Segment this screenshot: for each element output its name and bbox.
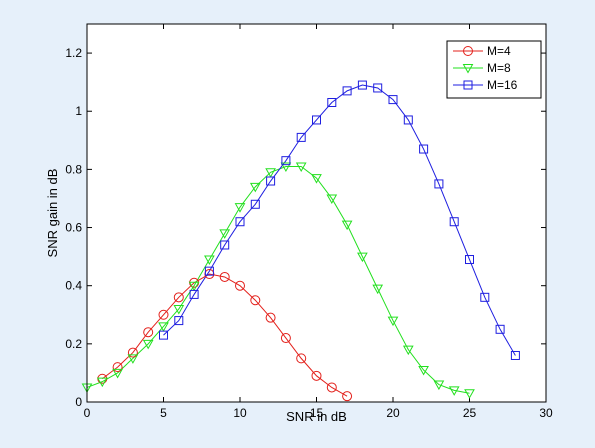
data-point-series-2 bbox=[158, 322, 169, 332]
data-point-series-1 bbox=[265, 312, 276, 323]
x-axis-label: SNR in dB bbox=[286, 409, 347, 424]
data-point-series-3 bbox=[296, 132, 306, 142]
y-axis-label: SNR gain in dB bbox=[45, 169, 60, 258]
data-point-series-2 bbox=[448, 386, 460, 396]
x-tick-label: 20 bbox=[386, 406, 400, 420]
data-point-series-2 bbox=[112, 368, 123, 379]
data-point-series-3 bbox=[342, 86, 352, 96]
axis-ticks: 0 5 10 15 20 25 30 0 0.2 0.4 0.6 0.8 1 1.2 bbox=[65, 24, 553, 420]
data-point-series-1 bbox=[127, 347, 138, 358]
data-point-series-3 bbox=[434, 179, 444, 189]
data-point-series-1 bbox=[219, 271, 230, 282]
data-point-series-2 bbox=[464, 389, 475, 399]
data-point-series-3 bbox=[220, 240, 230, 250]
y-tick-label: 0.8 bbox=[65, 162, 82, 176]
data-point-series-2 bbox=[234, 203, 246, 213]
data-point-series-3 bbox=[235, 217, 245, 227]
data-point-series-3 bbox=[357, 80, 367, 90]
data-point-series-1 bbox=[143, 327, 154, 338]
data-point-series-3 bbox=[510, 350, 520, 360]
data-point-series-3 bbox=[266, 176, 276, 186]
data-point-series-2 bbox=[249, 182, 261, 193]
x-tick-label: 0 bbox=[84, 406, 91, 420]
plot-frame bbox=[86, 23, 547, 403]
data-point-series-1 bbox=[112, 362, 123, 373]
legend-label-2: M=8 bbox=[487, 61, 511, 75]
data-point-series-3 bbox=[312, 115, 321, 125]
x-tick-label: 15 bbox=[310, 406, 324, 420]
data-point-series-2 bbox=[326, 194, 338, 204]
data-point-series-3 bbox=[495, 324, 505, 334]
series-line-1 bbox=[101, 273, 348, 397]
data-point-series-2 bbox=[357, 252, 368, 263]
data-point-series-1 bbox=[296, 353, 307, 364]
data-point-series-2 bbox=[188, 281, 200, 292]
data-point-series-1 bbox=[250, 295, 261, 306]
legend-marker-1 bbox=[463, 46, 473, 56]
data-point-series-1 bbox=[311, 370, 322, 381]
data-point-series-2 bbox=[219, 229, 231, 239]
data-point-series-3 bbox=[480, 292, 490, 302]
x-tick-label: 5 bbox=[160, 406, 167, 420]
data-point-series-2 bbox=[265, 168, 276, 178]
data-point-series-2 bbox=[142, 339, 154, 350]
data-point-series-2 bbox=[127, 354, 139, 364]
x-tick-label: 10 bbox=[233, 406, 247, 420]
data-point-series-3 bbox=[388, 95, 398, 105]
data-point-series-3 bbox=[403, 115, 413, 125]
x-tick-label: 25 bbox=[463, 406, 477, 420]
x-tick-label: 30 bbox=[539, 406, 553, 420]
series-line-2 bbox=[86, 165, 470, 394]
legend: M=4 M=8 M=16 bbox=[446, 40, 542, 99]
legend-label-1: M=4 bbox=[487, 44, 511, 58]
data-point-series-1 bbox=[342, 391, 353, 402]
data-point-series-2 bbox=[433, 380, 445, 391]
data-point-series-1 bbox=[158, 309, 169, 320]
legend-marker-3 bbox=[463, 80, 473, 90]
data-point-series-3 bbox=[373, 83, 383, 93]
data-point-series-2 bbox=[280, 162, 292, 172]
series-markers bbox=[81, 80, 520, 402]
data-point-series-1 bbox=[280, 333, 291, 344]
data-point-series-3 bbox=[281, 156, 291, 166]
legend-label-3: M=16 bbox=[487, 78, 518, 92]
y-tick-label: 0.6 bbox=[65, 221, 82, 235]
data-point-series-2 bbox=[295, 162, 307, 172]
data-point-series-1 bbox=[326, 382, 337, 393]
data-point-series-2 bbox=[173, 304, 185, 315]
data-point-series-1 bbox=[173, 292, 184, 303]
data-point-series-2 bbox=[402, 345, 414, 356]
data-point-series-2 bbox=[372, 284, 384, 295]
data-point-series-3 bbox=[189, 289, 199, 299]
data-point-series-2 bbox=[204, 255, 215, 266]
data-point-series-3 bbox=[449, 217, 459, 227]
data-point-series-3 bbox=[465, 255, 474, 265]
data-point-series-2 bbox=[418, 366, 429, 376]
legend-marker-2 bbox=[462, 64, 474, 74]
data-point-series-3 bbox=[204, 266, 214, 276]
y-tick-label: 0.4 bbox=[65, 279, 82, 293]
y-tick-label: 0.2 bbox=[65, 337, 82, 351]
data-point-series-2 bbox=[96, 377, 108, 388]
data-point-series-2 bbox=[311, 174, 322, 184]
data-point-series-2 bbox=[341, 220, 353, 231]
y-tick-label: 1.2 bbox=[65, 46, 82, 60]
y-tick-label: 0 bbox=[75, 395, 82, 409]
y-tick-label: 1 bbox=[75, 104, 82, 118]
data-point-series-1 bbox=[235, 280, 245, 291]
data-point-series-3 bbox=[419, 144, 429, 154]
data-point-series-2 bbox=[387, 316, 399, 327]
data-point-series-3 bbox=[174, 316, 184, 326]
data-point-series-3 bbox=[159, 330, 168, 340]
data-point-series-3 bbox=[327, 98, 337, 108]
data-point-series-3 bbox=[250, 199, 260, 209]
